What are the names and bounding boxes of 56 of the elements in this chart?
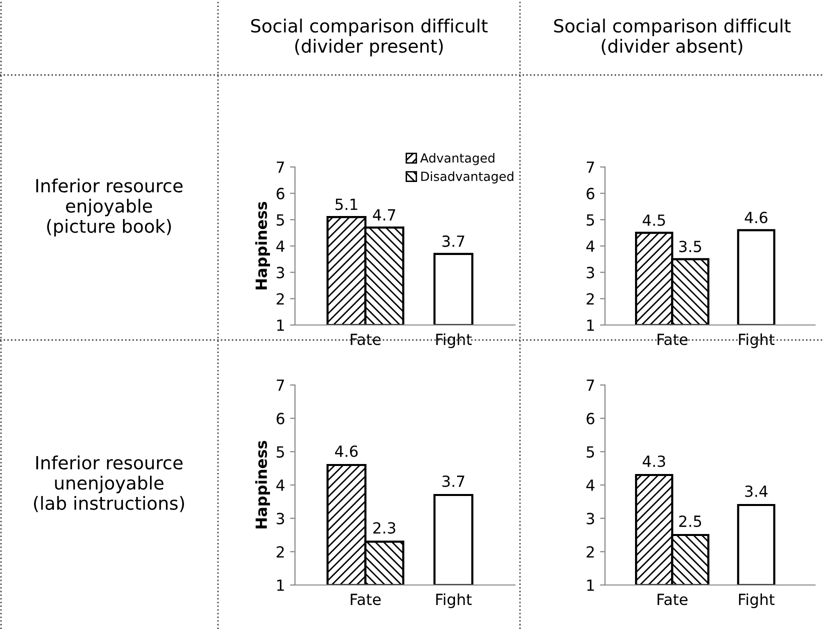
x-tick-label: Fate xyxy=(350,334,381,346)
y-tick-label: 5 xyxy=(586,214,594,226)
text: Inferior resource unenjoyable (lab instructions) xyxy=(34,456,184,512)
y-tick-label: 7 xyxy=(276,380,284,391)
chart-title: Social comparison difficult (divider absent) xyxy=(554,18,791,55)
y-tick-label: 1 xyxy=(277,320,284,331)
data-label: 2.5 xyxy=(679,515,702,528)
y-tick-label: 5 xyxy=(276,446,284,458)
y-tick-label: 2 xyxy=(276,546,284,558)
y-tick-label: 6 xyxy=(586,412,594,424)
y-tick-label: 6 xyxy=(276,188,284,200)
y-tick-label: 6 xyxy=(586,188,594,200)
y-tick-label: 5 xyxy=(586,446,594,458)
y-tick-label: 4 xyxy=(586,240,594,252)
data-label: 3.5 xyxy=(679,240,702,252)
x-tick-label: Fight xyxy=(436,593,472,608)
data-label: 4.5 xyxy=(642,214,665,226)
x-tick-label: Fight xyxy=(739,593,774,608)
y-tick-label: 4 xyxy=(276,480,284,491)
data-label: 2.3 xyxy=(373,522,396,534)
x-tick-label: Fate xyxy=(350,594,381,606)
y-tick-label: 3 xyxy=(276,512,284,524)
data-label: 3.4 xyxy=(745,485,768,498)
y-axis-title: Happiness xyxy=(255,202,270,290)
text: Inferior resource enjoyable (picture book) xyxy=(36,178,183,236)
y-tick-label: 2 xyxy=(276,293,284,304)
data-label: 4.6 xyxy=(335,445,358,458)
legend-label: Disadvantaged xyxy=(421,171,514,184)
y-tick-label: 1 xyxy=(277,580,284,591)
y-axis-title: Happiness xyxy=(255,440,270,528)
y-tick-label: 2 xyxy=(586,293,594,304)
y-tick-label: 5 xyxy=(276,214,284,226)
data-label: 4.7 xyxy=(372,209,396,220)
y-tick-label: 3 xyxy=(586,512,594,524)
data-label: 4.3 xyxy=(642,455,666,468)
y-tick-label: 2 xyxy=(586,546,594,558)
data-label: 4.6 xyxy=(744,212,768,224)
y-tick-label: 6 xyxy=(276,412,284,424)
chart-title: Social comparison difficult (divider present) xyxy=(251,18,488,56)
data-label: 3.7 xyxy=(442,475,464,488)
y-tick-label: 3 xyxy=(586,266,594,278)
y-tick-label: 7 xyxy=(586,162,594,173)
y-tick-label: 1 xyxy=(587,580,594,591)
y-tick-label: 4 xyxy=(276,240,284,252)
y-tick-label: 1 xyxy=(587,320,594,331)
x-tick-label: Fate xyxy=(658,594,688,606)
x-tick-label: Fight xyxy=(739,333,774,348)
x-tick-label: Fate xyxy=(658,334,688,346)
y-tick-label: 4 xyxy=(586,480,594,491)
y-tick-label: 7 xyxy=(586,380,594,391)
x-tick-label: Fight xyxy=(436,333,472,348)
legend-label: Advantaged xyxy=(420,153,494,166)
y-tick-label: 3 xyxy=(276,266,284,278)
y-tick-label: 7 xyxy=(276,162,284,173)
data-label: 3.7 xyxy=(442,235,464,247)
data-label: 5.1 xyxy=(336,198,358,210)
